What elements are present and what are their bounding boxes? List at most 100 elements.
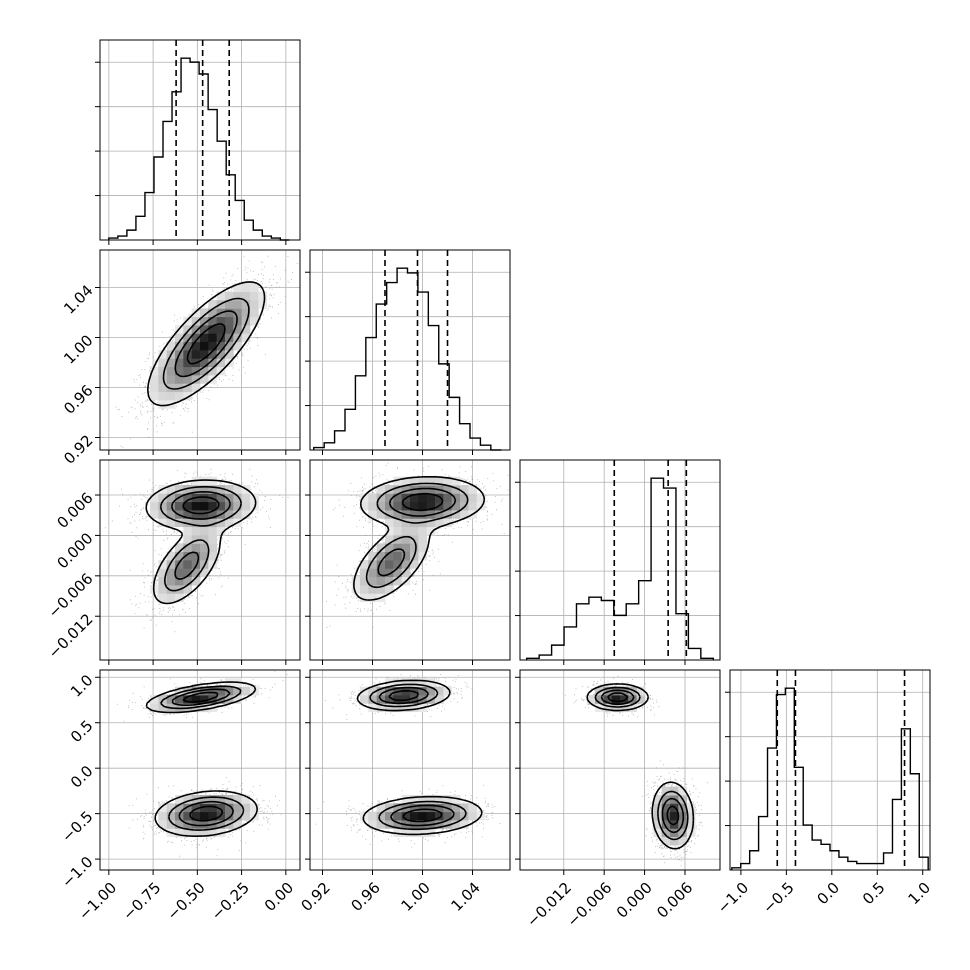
density-cell	[586, 695, 596, 704]
density-cell	[393, 568, 403, 578]
density-cell	[418, 551, 428, 561]
density-cell	[385, 703, 394, 713]
density-cell	[208, 828, 218, 838]
density-cell	[150, 510, 159, 519]
density-cell	[166, 341, 176, 351]
density-cell	[183, 543, 193, 553]
density-cell	[216, 350, 226, 359]
density-cell	[166, 551, 176, 561]
density-cell	[233, 501, 243, 511]
density-cell	[385, 501, 394, 511]
density-cell	[191, 308, 201, 318]
density-cell	[368, 501, 378, 511]
density-cell	[158, 560, 168, 569]
density-cell	[670, 786, 679, 796]
density-cell	[241, 283, 251, 293]
contours	[586, 683, 695, 850]
density-cell	[191, 366, 201, 376]
density-cell	[166, 375, 176, 384]
density-cell	[360, 501, 369, 511]
density-cell	[208, 501, 218, 511]
density-cell	[191, 828, 201, 838]
x-tick-label: −1.0	[714, 879, 752, 917]
density-cell	[435, 803, 444, 813]
density-cell	[451, 501, 461, 511]
density-cell	[241, 803, 251, 813]
density-cell	[200, 510, 209, 519]
density-cell	[401, 678, 411, 688]
density-cell	[661, 803, 671, 813]
density-cell	[360, 560, 369, 569]
density-cell	[166, 366, 176, 376]
density-cell	[460, 485, 469, 494]
density-cell	[216, 341, 226, 351]
density-cell	[166, 568, 176, 578]
density-cell	[468, 493, 478, 503]
density-cell	[150, 383, 159, 393]
density-cell	[376, 811, 386, 821]
density-cell	[241, 325, 251, 334]
density-cell	[216, 493, 226, 503]
density-cell	[175, 391, 184, 401]
density-cell	[385, 535, 394, 544]
contour-line	[171, 688, 234, 827]
density-cell	[393, 543, 403, 553]
contour-line	[607, 692, 680, 826]
density-cell	[166, 585, 176, 594]
density-cell	[686, 803, 696, 813]
density-cell	[385, 485, 394, 494]
density-cell	[611, 695, 621, 704]
y-tick-label: −1.0	[58, 853, 96, 891]
density-cell	[200, 375, 209, 384]
density-cell	[418, 803, 428, 813]
density-cell	[368, 585, 378, 594]
density-cell	[216, 526, 226, 536]
density-cell	[393, 551, 403, 561]
histogram-panel	[725, 669, 931, 875]
scatter-panel	[95, 249, 301, 455]
density-cell	[418, 820, 428, 829]
density-cell	[233, 325, 243, 334]
x-tick-label: −1.00	[75, 879, 120, 924]
density-cell	[166, 391, 176, 401]
density-cell	[376, 501, 386, 511]
density-cell	[435, 510, 444, 519]
histogram-step-line	[313, 267, 502, 451]
density-cell	[166, 485, 176, 494]
y-tick-label: 0.96	[60, 381, 96, 417]
density-cell	[158, 510, 168, 519]
density-cell	[166, 695, 176, 704]
density-cell	[401, 811, 411, 821]
contour-line	[369, 683, 467, 831]
contour-line	[600, 689, 685, 834]
scatter-frame	[99, 249, 301, 451]
density-cell	[401, 560, 411, 569]
density-cell	[443, 686, 453, 696]
density-cell	[410, 703, 419, 713]
y-tick-label: 0.0	[67, 762, 97, 792]
density-cell	[393, 518, 403, 528]
density-cell	[158, 585, 168, 594]
scatter-frame	[519, 669, 721, 871]
density-cell	[191, 316, 201, 326]
x-tick-label: 0.92	[297, 879, 333, 915]
density-cell	[670, 836, 679, 846]
density-cell	[385, 820, 394, 829]
density-cell	[175, 518, 184, 528]
density-cell	[175, 695, 184, 704]
density-cell	[183, 518, 193, 528]
density-cell	[435, 493, 444, 503]
contour-line	[174, 310, 238, 378]
density-cell	[233, 341, 243, 351]
sample-points	[116, 671, 288, 857]
density-cell	[368, 551, 378, 561]
density-cell	[200, 811, 209, 821]
x-tick-label: −0.5	[759, 879, 797, 917]
density-cell	[241, 291, 251, 301]
density-cell	[233, 820, 243, 829]
density-cell	[216, 795, 226, 804]
density-cell	[150, 695, 159, 704]
histogram-frame	[99, 39, 301, 241]
contour-line	[365, 482, 469, 589]
density-cell	[208, 350, 218, 359]
